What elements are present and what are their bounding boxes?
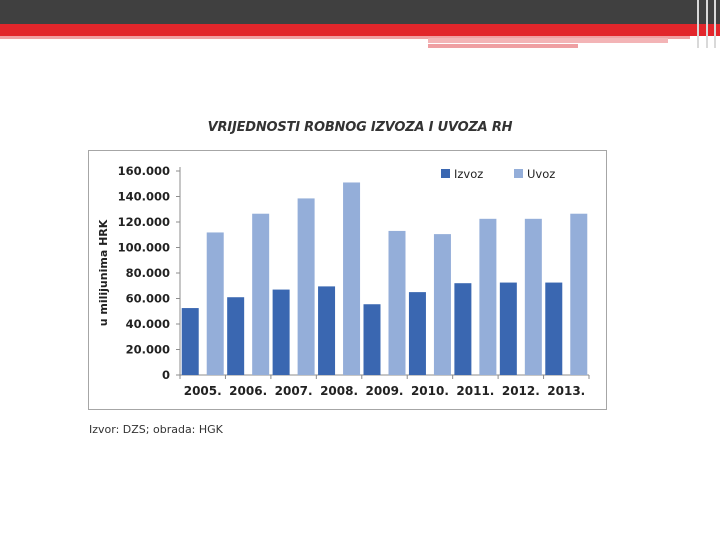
bar-uvoz-2005: [206, 232, 224, 375]
y-tick-label: 80.000: [126, 266, 170, 280]
header-accent-stripe-short: [428, 44, 578, 48]
x-tick-label: 2007.: [275, 384, 313, 398]
y-tick-label: 60.000: [126, 292, 170, 306]
x-tick-label: 2013.: [547, 384, 585, 398]
bar-izvoz-2006: [227, 297, 245, 375]
bar-uvoz-2009: [388, 230, 406, 375]
x-tick-label: 2005.: [184, 384, 222, 398]
y-tick-label: 20.000: [126, 343, 170, 357]
x-tick-label: 2010.: [411, 384, 449, 398]
bar-uvoz-2011: [479, 218, 497, 375]
bar-izvoz-2008: [318, 286, 336, 375]
header-accent-stripe: [428, 38, 668, 43]
bar-izvoz-2009: [363, 304, 381, 375]
red-header-band: [0, 24, 720, 36]
bar-izvoz-2007: [272, 289, 290, 375]
legend-label-uvoz: Uvoz: [527, 167, 555, 181]
y-tick-label: 160.000: [118, 164, 170, 178]
x-tick-label: 2006.: [229, 384, 267, 398]
y-tick-label: 120.000: [118, 215, 170, 229]
source-note: Izvor: DZS; obrada: HGK: [89, 423, 223, 436]
x-tick-label: 2012.: [502, 384, 540, 398]
bar-izvoz-2011: [454, 283, 472, 375]
y-tick-label: 0: [162, 368, 170, 382]
bar-uvoz-2006: [252, 213, 270, 375]
y-tick-label: 40.000: [126, 317, 170, 331]
bar-izvoz-2012: [499, 282, 517, 375]
chart-frame: u milijunima HRK 0 20.000 40.000 60.000 80.0…: [88, 150, 607, 410]
header-divider-line: [714, 0, 716, 48]
bar-uvoz-2013: [570, 213, 588, 375]
bar-izvoz-2005: [181, 308, 199, 375]
y-tick-label: 100.000: [118, 241, 170, 255]
tick-labels: 0 20.000 40.000 60.000 80.000 100.000 120.000 1…: [118, 164, 586, 398]
y-axis-label: u milijunima HRK: [97, 219, 110, 326]
legend-swatch-izvoz: [441, 169, 450, 178]
y-axis-label-group: u milijunima HRK: [97, 219, 110, 326]
bar-uvoz-2007: [297, 198, 315, 375]
x-tick-label: 2008.: [320, 384, 358, 398]
legend-swatch-uvoz: [514, 169, 523, 178]
y-tick-label: 140.000: [118, 190, 170, 204]
bar-uvoz-2010: [433, 234, 451, 375]
header-divider-line: [697, 0, 699, 48]
legend-label-izvoz: Izvoz: [454, 167, 483, 181]
red-header-band-light: [0, 36, 690, 39]
bar-chart: u milijunima HRK 0 20.000 40.000 60.000 80.0…: [97, 164, 590, 398]
legend: Izvoz Uvoz: [441, 167, 555, 181]
bar-uvoz-2008: [343, 182, 361, 375]
bar-uvoz-2012: [524, 218, 542, 375]
bar-izvoz-2013: [545, 282, 563, 375]
top-bar: [0, 0, 720, 24]
bars: [181, 182, 588, 375]
axes: [176, 167, 590, 379]
x-tick-label: 2011.: [456, 384, 494, 398]
header-divider-line: [706, 0, 708, 48]
x-tick-label: 2009.: [366, 384, 404, 398]
bar-izvoz-2010: [408, 292, 426, 375]
chart-title: VRIJEDNOSTI ROBNOG IZVOZA I UVOZA RH: [207, 120, 513, 135]
